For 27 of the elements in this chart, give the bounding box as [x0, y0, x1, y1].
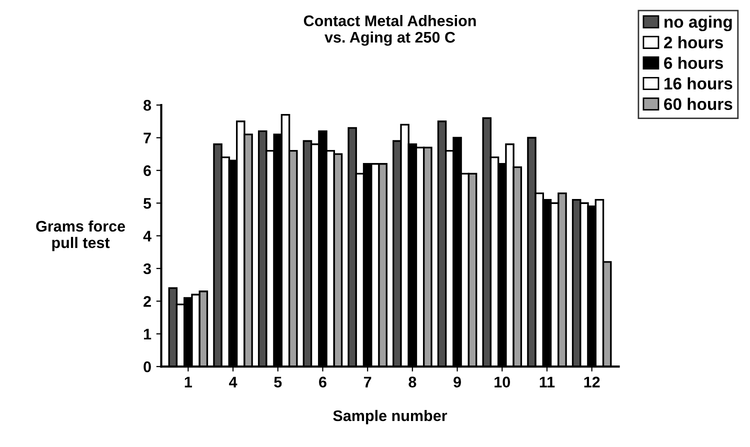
- y-tick-label: 5: [144, 198, 152, 209]
- x-tick-label: 1: [184, 376, 192, 388]
- y-tick-label: 2: [144, 296, 151, 307]
- chart-title: Contact Metal Adhesion vs. Aging at 250 C: [304, 15, 476, 46]
- x-tick-label: 11: [540, 376, 555, 388]
- x-tick-label: 7: [364, 376, 372, 388]
- x-tick-label: 5: [274, 376, 282, 388]
- y-tick-label: 4: [143, 230, 152, 242]
- legend-label: 16 hours: [664, 77, 732, 90]
- y-tick-label: 3: [143, 263, 151, 274]
- y-tick-label: 6: [144, 165, 151, 176]
- x-tick-label: 10: [494, 376, 510, 388]
- y-axis-title: Grams force pull test: [36, 220, 126, 252]
- x-tick-label: 9: [454, 376, 461, 388]
- y-tick-label: 0: [144, 361, 151, 372]
- x-axis-title: Sample number: [333, 410, 448, 424]
- x-tick-label: 6: [319, 376, 326, 388]
- y-tick-label: 8: [144, 100, 152, 111]
- x-tick-label: 12: [584, 376, 600, 388]
- y-tick-label: 7: [144, 132, 151, 144]
- legend-label: 6 hours: [664, 56, 723, 69]
- legend-label: no aging: [664, 16, 732, 32]
- y-tick-label: 1: [144, 328, 152, 340]
- legend-label: 2 hours: [664, 36, 723, 48]
- legend-label: 60 hours: [664, 98, 732, 110]
- x-tick-label: 4: [229, 376, 238, 388]
- x-tick-label: 8: [408, 376, 416, 388]
